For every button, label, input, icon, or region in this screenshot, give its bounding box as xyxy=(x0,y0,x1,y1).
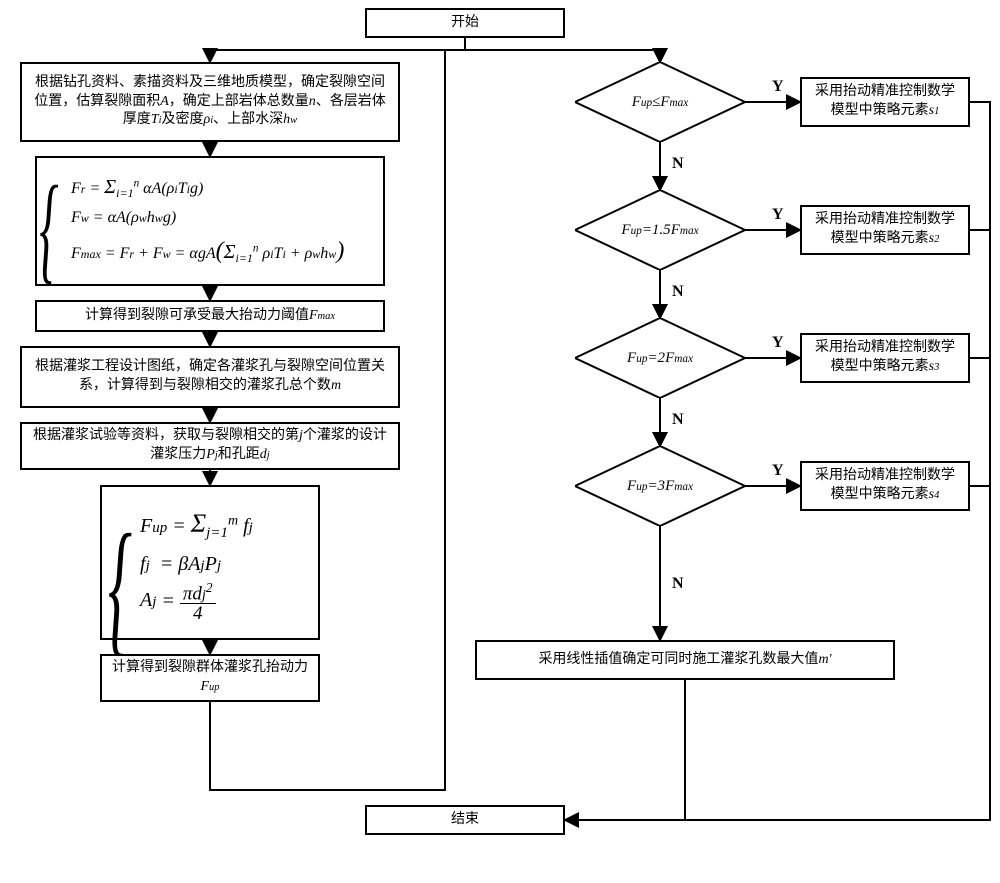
arrow-actions-merge xyxy=(0,0,1000,883)
end-label: 结束 xyxy=(451,811,479,830)
end-box: 结束 xyxy=(365,805,565,835)
